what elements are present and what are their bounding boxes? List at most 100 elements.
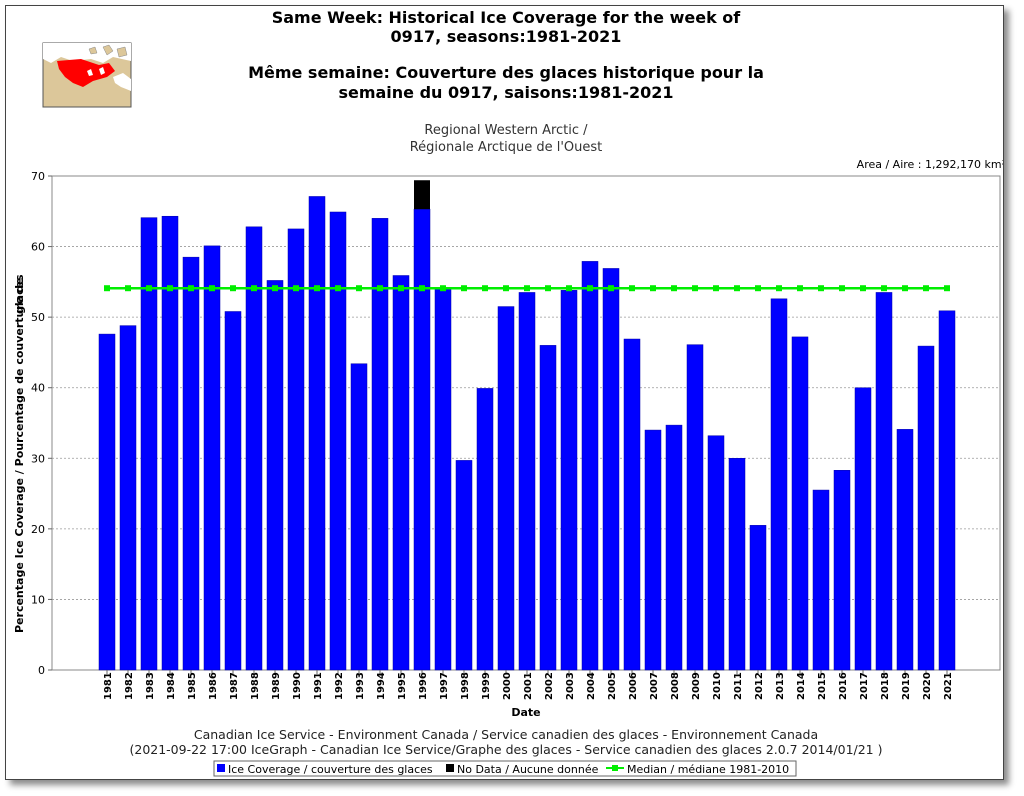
median-marker bbox=[461, 285, 467, 292]
y-tick-label: 0 bbox=[38, 664, 45, 677]
bar-ice-2009 bbox=[686, 344, 704, 671]
credit-line1: Canadian Ice Service - Environment Canad… bbox=[194, 727, 818, 742]
bar-ice-2007 bbox=[644, 429, 662, 671]
legend-item-median: Median / médiane 1981-2010 bbox=[627, 763, 789, 776]
median-marker bbox=[944, 285, 950, 292]
bars bbox=[98, 180, 956, 671]
bar-ice-1991 bbox=[308, 196, 326, 671]
bar-ice-2006 bbox=[623, 338, 641, 671]
median-marker bbox=[923, 285, 929, 292]
median-marker bbox=[125, 285, 131, 292]
x-tick-label-2007: 2007 bbox=[649, 672, 660, 700]
median-marker bbox=[188, 285, 194, 292]
x-tick-label-2017: 2017 bbox=[859, 672, 870, 700]
median-marker bbox=[860, 285, 866, 292]
ice-coverage-chart: Same Week: Historical Ice Coverage for t… bbox=[13, 8, 1003, 777]
bar-ice-2001 bbox=[518, 292, 536, 671]
median-marker bbox=[545, 285, 551, 292]
title-en-line1: Same Week: Historical Ice Coverage for t… bbox=[272, 8, 742, 27]
bar-ice-2004 bbox=[581, 261, 599, 671]
x-tick-label-2009: 2009 bbox=[691, 672, 702, 700]
bar-ice-2011 bbox=[728, 458, 746, 671]
legend-swatch-nodata bbox=[446, 764, 454, 772]
x-tick-label-1983: 1983 bbox=[145, 672, 156, 700]
title-en-line2: 0917, seasons:1981-2021 bbox=[391, 27, 622, 46]
median-marker bbox=[734, 285, 740, 292]
x-tick-label-2011: 2011 bbox=[733, 672, 744, 700]
y-tick-label: 50 bbox=[31, 311, 45, 324]
x-tick-label-2020: 2020 bbox=[922, 672, 933, 700]
bar-ice-2014 bbox=[791, 336, 809, 671]
x-tick-label-2018: 2018 bbox=[880, 672, 891, 700]
median-marker bbox=[692, 285, 698, 292]
x-axis-label: Date bbox=[511, 706, 540, 719]
median-marker bbox=[209, 285, 215, 292]
x-tick-label-2004: 2004 bbox=[586, 672, 597, 700]
x-tick-label-1992: 1992 bbox=[334, 672, 345, 700]
bar-ice-1990 bbox=[287, 228, 305, 671]
median-marker bbox=[377, 285, 383, 292]
median-marker bbox=[167, 285, 173, 292]
title-fr-line1: Même semaine: Couverture des glaces hist… bbox=[248, 63, 764, 82]
median-marker bbox=[398, 285, 404, 292]
median-marker bbox=[713, 285, 719, 292]
chart-frame: Same Week: Historical Ice Coverage for t… bbox=[5, 5, 1004, 780]
x-tick-label-1997: 1997 bbox=[439, 672, 450, 700]
median-marker bbox=[482, 285, 488, 292]
x-axis-ticks: 1981 1982 1983 1984 1985 1986 1987 1988 1989 1990… bbox=[103, 670, 954, 700]
median-marker bbox=[146, 285, 152, 292]
x-tick-label-1993: 1993 bbox=[355, 672, 366, 700]
median-marker bbox=[230, 285, 236, 292]
y-tick-label: 10 bbox=[31, 593, 45, 606]
bar-ice-1992 bbox=[329, 211, 347, 671]
median-marker bbox=[251, 285, 257, 292]
median-marker bbox=[818, 285, 824, 292]
x-tick-label-2001: 2001 bbox=[523, 672, 534, 700]
x-tick-label-1995: 1995 bbox=[397, 672, 408, 700]
western-arctic-region-map-icon bbox=[42, 42, 132, 108]
legend-swatch-median-marker bbox=[612, 765, 618, 771]
median-marker bbox=[524, 285, 530, 292]
x-tick-label-1981: 1981 bbox=[103, 672, 114, 700]
x-tick-label-2006: 2006 bbox=[628, 672, 639, 700]
bar-ice-2020 bbox=[917, 345, 935, 671]
bar-ice-1988 bbox=[245, 226, 263, 671]
median-marker bbox=[503, 285, 509, 292]
y-tick-label: 60 bbox=[31, 241, 45, 254]
region-line2: Régionale Arctique de l'Ouest bbox=[410, 140, 603, 155]
x-tick-label-1990: 1990 bbox=[292, 672, 303, 700]
x-tick-label-2000: 2000 bbox=[502, 672, 513, 700]
median-marker bbox=[608, 285, 614, 292]
median-marker bbox=[902, 285, 908, 292]
median-marker bbox=[419, 285, 425, 292]
median-marker bbox=[881, 285, 887, 292]
bar-ice-2012 bbox=[749, 525, 767, 671]
x-tick-label-2013: 2013 bbox=[775, 672, 786, 700]
x-tick-label-2015: 2015 bbox=[817, 672, 828, 700]
y-axis-label-line2: glaces bbox=[13, 274, 26, 314]
bar-ice-2017 bbox=[854, 387, 872, 671]
bar-ice-1997 bbox=[434, 287, 452, 671]
bar-ice-1999 bbox=[476, 388, 494, 671]
bar-ice-2021 bbox=[938, 310, 956, 671]
region-line1: Regional Western Arctic / bbox=[424, 123, 588, 138]
x-tick-label-2003: 2003 bbox=[565, 672, 576, 700]
bar-ice-2018 bbox=[875, 292, 893, 671]
x-tick-label-1989: 1989 bbox=[271, 672, 282, 700]
y-axis-label-line1: Percentage Ice Coverage / Pourcentage de… bbox=[13, 278, 26, 633]
bar-ice-2000 bbox=[497, 306, 515, 671]
bar-ice-1984 bbox=[161, 215, 179, 671]
bar-ice-1986 bbox=[203, 245, 221, 671]
x-tick-label-1986: 1986 bbox=[208, 672, 219, 700]
x-tick-label-1982: 1982 bbox=[124, 672, 135, 700]
bar-ice-1998 bbox=[455, 460, 473, 671]
median-marker bbox=[293, 285, 299, 292]
bar-ice-2015 bbox=[812, 489, 830, 671]
x-tick-label-2005: 2005 bbox=[607, 672, 618, 700]
legend: Ice Coverage / couverture des glaces No … bbox=[213, 760, 797, 777]
bar-ice-1982 bbox=[119, 325, 137, 671]
x-tick-label-2002: 2002 bbox=[544, 672, 555, 700]
median-marker bbox=[776, 285, 782, 292]
legend-swatch-ice bbox=[217, 764, 225, 772]
x-tick-label-1985: 1985 bbox=[187, 672, 198, 700]
